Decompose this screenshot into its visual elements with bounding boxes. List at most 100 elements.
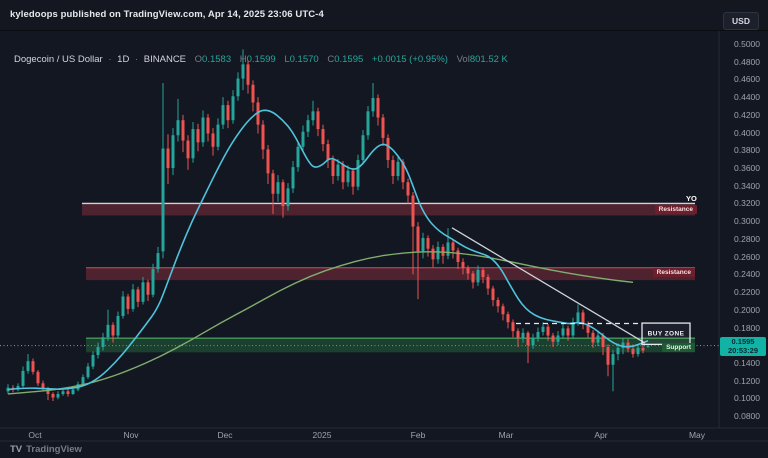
resistance-zone-label[interactable]: Resistance bbox=[652, 268, 695, 277]
candle-down bbox=[321, 129, 325, 145]
resistance-zone-label[interactable]: Resistance bbox=[654, 205, 697, 214]
price-axis-label: 0.2800 bbox=[734, 233, 760, 244]
candle-up bbox=[106, 324, 110, 338]
currency-toggle-button[interactable]: USD bbox=[723, 12, 759, 30]
candle-up bbox=[476, 269, 480, 283]
candle-down bbox=[261, 124, 265, 150]
candle-up bbox=[201, 117, 205, 143]
candle-down bbox=[266, 149, 270, 174]
fast-ma-line bbox=[7, 109, 649, 391]
candle-down bbox=[606, 347, 610, 365]
candle-up bbox=[216, 124, 220, 147]
candle-up bbox=[561, 328, 565, 336]
candle-up bbox=[371, 98, 375, 112]
candle-up bbox=[621, 342, 625, 348]
candle-up bbox=[296, 146, 300, 168]
candle-up bbox=[236, 78, 240, 97]
candle-up bbox=[116, 316, 120, 336]
candle-down bbox=[481, 269, 485, 278]
candle-up bbox=[141, 282, 145, 302]
price-axis-label: 0.1000 bbox=[734, 393, 760, 404]
candle-down bbox=[226, 105, 230, 121]
candle-up bbox=[356, 160, 360, 187]
price-axis-label: 0.1200 bbox=[734, 375, 760, 386]
candle-up bbox=[286, 188, 290, 207]
candle-up bbox=[646, 345, 650, 347]
price-axis-label: 0.3000 bbox=[734, 216, 760, 227]
candle-up bbox=[16, 385, 20, 390]
candle-up bbox=[311, 111, 315, 121]
candle-up bbox=[61, 391, 65, 394]
candle-down bbox=[586, 323, 590, 333]
price-axis-label: 0.4600 bbox=[734, 74, 760, 85]
candle-up bbox=[541, 326, 545, 332]
candle-up bbox=[101, 337, 105, 348]
candle-down bbox=[526, 332, 530, 346]
candle-down bbox=[626, 342, 630, 349]
resistance-1-zone[interactable] bbox=[82, 203, 695, 216]
ohlc-low: L0.1570 bbox=[284, 54, 319, 65]
time-axis-label: May bbox=[688, 430, 706, 440]
candle-up bbox=[436, 246, 440, 260]
candle-up bbox=[446, 242, 450, 256]
candle-up bbox=[151, 269, 155, 295]
candle-up bbox=[221, 105, 225, 125]
change-value: +0.0015 (+0.95%) bbox=[371, 54, 448, 65]
descending-trendline[interactable] bbox=[451, 227, 646, 344]
candle-down bbox=[146, 282, 150, 295]
candle-up bbox=[361, 135, 365, 161]
price-axis-label: 0.4400 bbox=[734, 92, 760, 103]
symbol-name[interactable]: Dogecoin / US Dollar bbox=[14, 54, 103, 65]
candle-up bbox=[176, 120, 180, 136]
candle-down bbox=[271, 173, 275, 194]
candle-up bbox=[306, 120, 310, 132]
candle-down bbox=[591, 332, 595, 343]
candle-up bbox=[571, 322, 575, 336]
candle-down bbox=[631, 348, 635, 355]
candle-down bbox=[281, 182, 285, 207]
candle-up bbox=[301, 131, 305, 147]
candle-up bbox=[131, 289, 135, 309]
candle-up bbox=[536, 331, 540, 339]
yo-annotation[interactable]: YO bbox=[686, 194, 697, 203]
candle-up bbox=[276, 182, 280, 194]
price-axis-label: 0.5000 bbox=[734, 39, 760, 49]
price-axis-label: 0.2200 bbox=[734, 287, 760, 298]
candle-down bbox=[211, 133, 215, 147]
candle-up bbox=[576, 312, 580, 323]
candle-up bbox=[71, 389, 75, 394]
candle-down bbox=[641, 347, 645, 351]
resistance-2-zone[interactable] bbox=[86, 267, 695, 281]
last-price-chip: 0.1595 20:53:29 bbox=[720, 337, 766, 356]
candle-down bbox=[41, 383, 45, 389]
candle-up bbox=[56, 393, 60, 398]
candle-down bbox=[466, 268, 470, 274]
support-zone[interactable] bbox=[86, 338, 695, 353]
candle-up bbox=[336, 164, 340, 177]
candle-down bbox=[491, 288, 495, 301]
separator: · bbox=[108, 54, 112, 65]
candle-down bbox=[601, 335, 605, 348]
price-axis-label: 0.1400 bbox=[734, 357, 760, 368]
candle-up bbox=[556, 335, 560, 342]
interval-label[interactable]: 1D bbox=[117, 54, 130, 65]
candle-down bbox=[456, 250, 460, 262]
time-axis-label: Nov bbox=[123, 430, 139, 440]
price-axis-label: 0.1800 bbox=[734, 322, 760, 333]
candle-up bbox=[616, 347, 620, 355]
time-axis-label: Feb bbox=[410, 430, 426, 440]
price-axis-label: 0.3400 bbox=[734, 180, 760, 191]
candle-down bbox=[406, 182, 410, 196]
candle-down bbox=[381, 117, 385, 138]
candle-down bbox=[581, 312, 585, 324]
ohlc-open: O0.1583 bbox=[194, 54, 232, 65]
candle-up bbox=[191, 129, 195, 159]
candle-up bbox=[26, 361, 30, 371]
price-axis-label: 0.4000 bbox=[734, 127, 760, 138]
buy-zone-label[interactable]: BUY ZONE bbox=[647, 330, 685, 338]
candle-down bbox=[551, 335, 555, 342]
candle-up bbox=[596, 335, 600, 343]
support-zone-label[interactable]: Support bbox=[662, 343, 695, 352]
